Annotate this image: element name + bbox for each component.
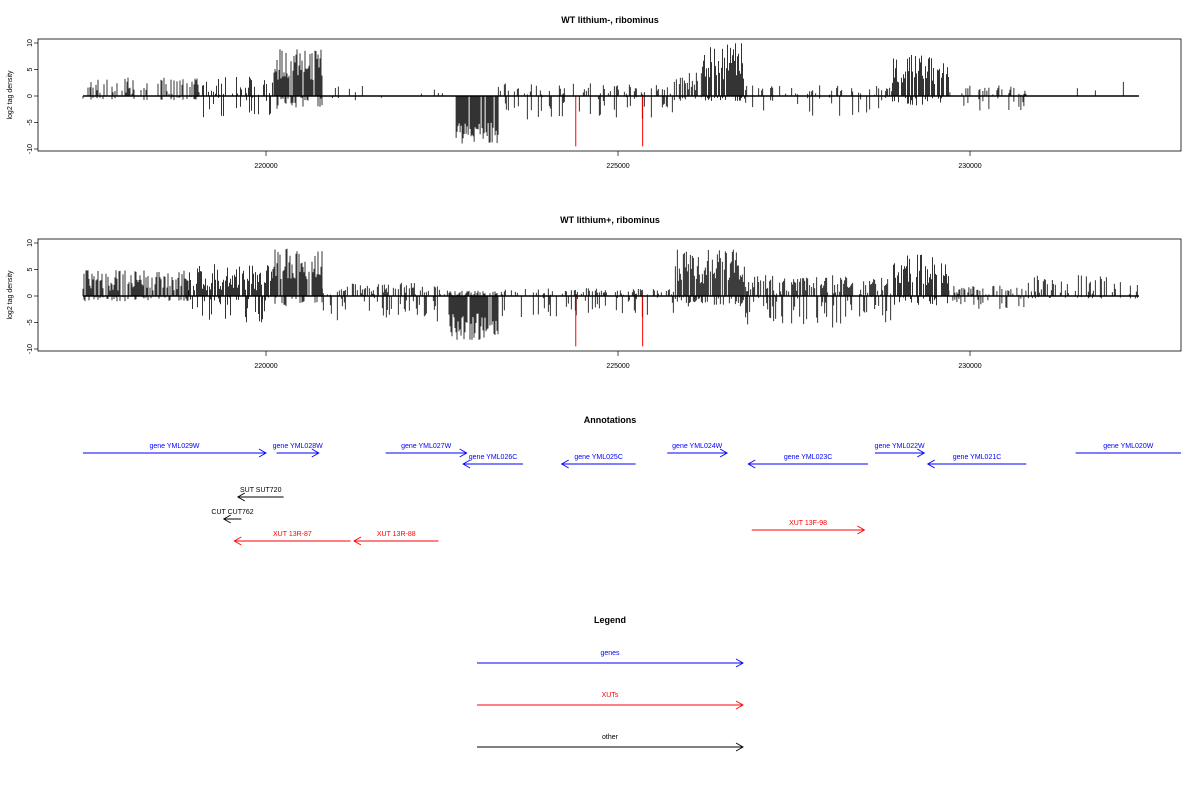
feature-label: gene YML020W [1103,443,1153,450]
feature-label: XUT 13R-87 [273,531,312,538]
panel-lithium-plus: WT lithium+, ribominus log2 tag density … [7,215,1182,370]
feature-arrow-head [857,525,866,535]
legend-items: genes XUTs other [477,650,744,752]
y-tick-label: 10 [27,239,34,247]
feature-label: gene YML022W [875,443,925,450]
y-tick-label: 5 [27,67,34,71]
x-tick-label: 225000 [606,163,629,170]
x-tick-label: 230000 [958,363,981,370]
feature-label: SUT SUT720 [240,487,282,494]
feature-label: gene YML028W [273,443,323,450]
panel-2-frame [37,238,1182,352]
legend-title: Legend [594,615,626,625]
legend-label: genes [600,650,620,657]
feature-label: gene YML023C [784,454,833,461]
y-tick-label: 5 [27,267,34,271]
y-tick-label: 0 [27,294,34,298]
legend-label: XUTs [602,692,619,699]
feature-label: gene YML021C [953,454,1002,461]
y-tick-label: 10 [27,39,34,47]
feature-arrow-head [926,459,935,469]
panel-1-signal [82,43,1139,147]
panel-2-x-axis: 220000 225000 230000 [254,351,982,370]
feature-arrow-head [233,536,242,546]
y-tick-label: -10 [27,344,34,354]
feature-label: gene YML026C [469,454,518,461]
feature-label: gene YML029W [149,443,199,450]
panel-1-title: WT lithium-, ribominus [561,15,659,25]
y-tick-label: -10 [27,144,34,154]
x-tick-label: 220000 [254,363,277,370]
annotation-features: gene YML029W gene YML028W gene YML027W gene… [82,443,1181,546]
legend-arrow-head [735,658,744,668]
feature-arrow-head [719,448,729,458]
feature-label: gene YML024W [672,443,722,450]
feature-label: XUT 13F-98 [789,520,827,527]
annotations-title: Annotations [584,415,637,425]
feature-label: gene YML025C [574,454,623,461]
legend-arrow-head [735,742,744,752]
y-tick-label: 0 [27,94,34,98]
x-tick-label: 225000 [606,363,629,370]
y-tick-label: -5 [27,319,34,325]
feature-label: CUT CUT762 [211,509,253,516]
panel-2-signal [82,248,1139,347]
panel-1-ylabel: log2 tag density [7,70,14,120]
feature-arrow-head [462,459,471,469]
feature-arrow-head [236,492,246,502]
feature-arrow-head [560,459,569,469]
feature-arrow-head [353,536,362,546]
annotations-track: Annotations gene YML029W gene YML028W gene… [82,415,1181,546]
x-tick-label: 220000 [254,163,277,170]
panel-1-frame [37,38,1182,152]
legend-label: other [602,734,619,741]
feature-arrow-head [311,448,320,458]
feature-arrow-head [747,459,756,469]
feature-label: gene YML027W [401,443,451,450]
legend-arrow-head [735,700,744,710]
panel-lithium-minus: WT lithium-, ribominus log2 tag density … [7,15,1182,170]
feature-arrow-head [459,448,468,458]
panel-2-title: WT lithium+, ribominus [560,215,660,225]
legend: Legend genes XUTs other [477,615,744,752]
feature-label: XUT 13R-88 [377,531,416,538]
panel-1-x-axis: 220000 225000 230000 [254,151,982,170]
panel-2-ylabel: log2 tag density [7,270,14,320]
feature-arrow-head [258,448,267,458]
feature-arrow-head [222,514,231,524]
panel-2-y-axis: 10 5 0 -5 -10 [27,239,38,354]
x-tick-label: 230000 [958,163,981,170]
y-tick-label: -5 [27,119,34,125]
feature-arrow-head [917,448,926,458]
panel-1-y-axis: 10 5 0 -5 -10 [27,39,38,154]
